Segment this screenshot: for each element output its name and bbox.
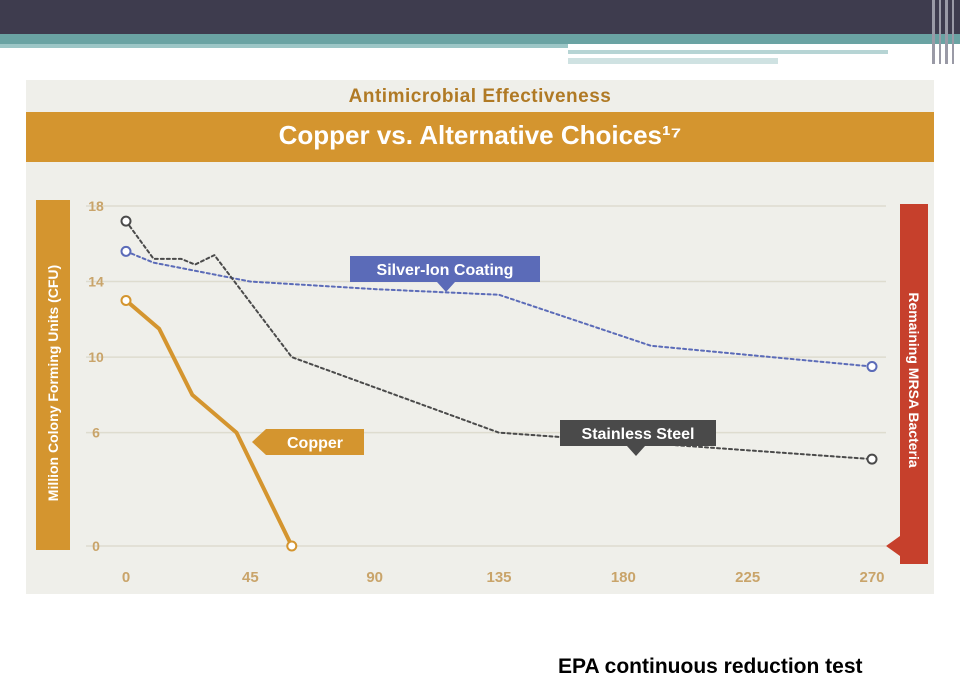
series-marker-silver-ion-coating <box>120 245 132 257</box>
y-tick-label: 18 <box>88 198 104 214</box>
x-tick-label: 45 <box>242 569 259 586</box>
series-marker-copper <box>286 540 298 552</box>
series-label-pointer <box>627 446 645 456</box>
x-tick-label: 90 <box>366 569 383 586</box>
series-label-pointer <box>252 429 266 455</box>
slide-header-stripe <box>568 58 778 64</box>
y-tick-label: 0 <box>92 538 100 554</box>
series-line-silver-ion-coating <box>125 250 873 368</box>
x-tick-label: 0 <box>122 569 130 586</box>
slide-header-bar <box>0 0 960 34</box>
chart-title-band <box>26 112 934 162</box>
slide-header-accent <box>0 34 960 44</box>
series-label-text: Copper <box>287 435 343 452</box>
series-marker-stainless-steel <box>866 453 878 465</box>
y-tick-label: 14 <box>88 274 104 290</box>
slide-corner-stripes <box>930 0 960 64</box>
x-tick-label: 225 <box>735 569 760 586</box>
x-tick-label: 270 <box>859 569 884 586</box>
series-label-copper: Copper <box>252 429 364 455</box>
series-marker-copper <box>120 294 132 306</box>
chart-infographic: Antimicrobial Effectiveness Copper vs. A… <box>26 80 934 594</box>
chart-subtitle: Antimicrobial Effectiveness <box>348 86 612 107</box>
slide-header-stripe <box>0 44 568 48</box>
series-label-silver-ion-coating: Silver-Ion Coating <box>350 256 540 292</box>
y-axis-label-band <box>36 200 70 550</box>
series-label-stainless-steel: Stainless Steel <box>560 420 716 456</box>
series-label-box <box>350 256 540 282</box>
slide-caption: EPA continuous reduction test <box>558 655 863 678</box>
series-label-text: Stainless Steel <box>582 426 695 443</box>
series-line-stainless-steel <box>125 220 873 461</box>
secondary-axis-arrow <box>886 536 900 556</box>
chart-title: Copper vs. Alternative Choices¹⁷ <box>278 120 682 150</box>
series-label-box <box>266 429 364 455</box>
x-tick-label: 180 <box>611 569 636 586</box>
x-tick-label: 135 <box>486 569 511 586</box>
slide-header-stripe <box>568 50 888 54</box>
series-marker-stainless-steel <box>120 215 132 227</box>
secondary-axis-label-band <box>900 204 928 564</box>
y-tick-label: 10 <box>88 349 104 365</box>
y-tick-label: 6 <box>92 425 100 441</box>
series-marker-silver-ion-coating <box>866 361 878 373</box>
series-line-copper <box>124 298 294 548</box>
series-label-box <box>560 420 716 446</box>
series-label-text: Silver-Ion Coating <box>377 262 514 279</box>
series-label-pointer <box>437 282 455 292</box>
